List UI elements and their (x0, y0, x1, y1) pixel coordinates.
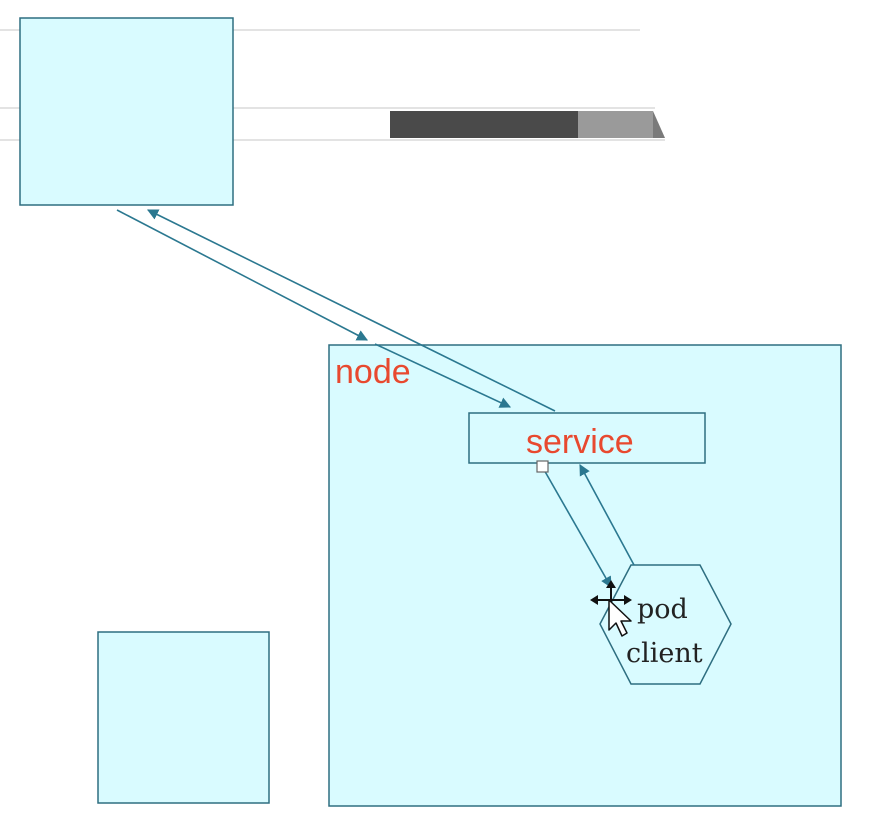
arrow-pod-to-service (579, 464, 635, 566)
selection-handle-icon[interactable] (536, 460, 549, 473)
pod-hexagon[interactable] (599, 564, 732, 685)
bottom-left-box[interactable] (97, 631, 270, 804)
service-box[interactable] (468, 412, 706, 464)
arrow-node-to-service (374, 343, 512, 408)
toolbar-bar[interactable] (390, 111, 665, 138)
arrow-service-to-pod (542, 467, 612, 588)
move-cursor-icon (590, 580, 632, 637)
arrow-service-to-topbox (146, 209, 556, 412)
node-label: node (335, 353, 411, 391)
top-left-box[interactable] (19, 17, 234, 206)
service-label: service (526, 423, 634, 461)
connector-arrows (116, 209, 635, 588)
arrow-topbox-to-node (116, 209, 368, 341)
client-label: client (626, 638, 703, 669)
pod-label: pod (637, 594, 688, 625)
